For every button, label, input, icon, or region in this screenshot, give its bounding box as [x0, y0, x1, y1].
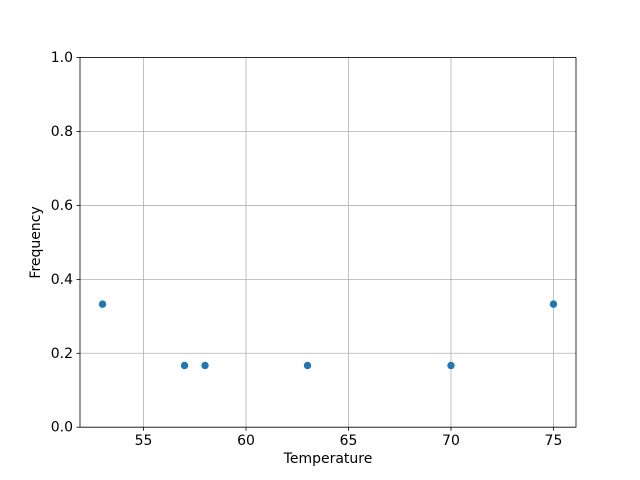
y-tick-label: 1.0: [51, 50, 73, 66]
x-tick-label: 65: [340, 433, 358, 449]
data-point: [303, 361, 312, 370]
plot-area: 55 60 65 70 75 0.0 0.2 0.4 0.6 0.8 1.0: [51, 50, 577, 449]
y-tick-label: 0.2: [51, 346, 73, 362]
plot-background: [80, 57, 576, 428]
y-tick-label: 0.0: [51, 420, 73, 436]
data-point: [98, 300, 107, 308]
data-point: [180, 361, 189, 370]
x-tick-label: 75: [545, 433, 563, 449]
y-tick-label: 0.6: [51, 198, 73, 214]
x-tick-label: 70: [442, 433, 460, 449]
plot-border: [79, 57, 577, 428]
y-tick-label: 0.4: [51, 272, 73, 288]
y-tick-label: 0.8: [51, 124, 73, 140]
y-axis-label: Frequency: [28, 206, 44, 278]
data-point: [549, 300, 558, 308]
x-axis-label: Temperature: [283, 451, 373, 467]
data-point: [447, 361, 455, 370]
data-point: [201, 361, 209, 370]
x-tick-label: 55: [135, 433, 153, 449]
x-tick-label: 60: [237, 433, 255, 449]
